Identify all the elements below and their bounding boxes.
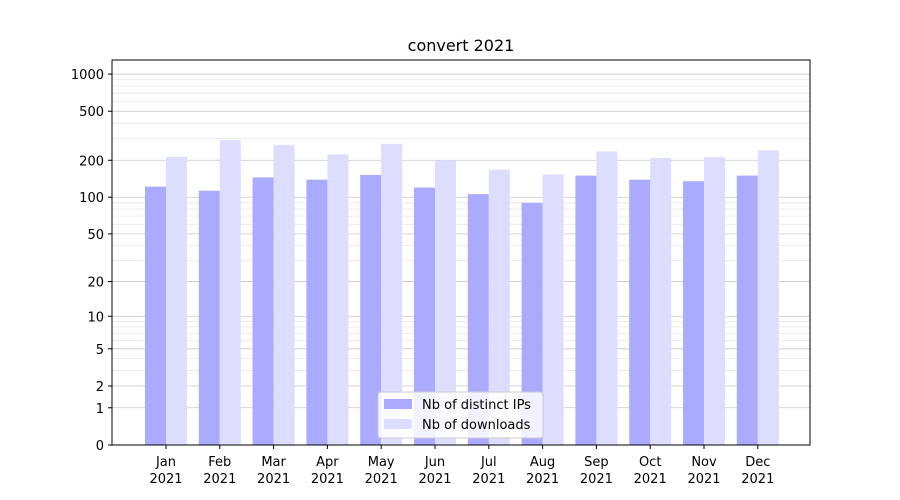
x-tick-label: Dec 2021 (741, 455, 774, 487)
bar-distinct-ips (629, 179, 651, 446)
x-tick-label: Jul 2021 (472, 455, 505, 487)
legend-box (377, 391, 544, 439)
legend-label: Nb of distinct IPs (422, 398, 531, 413)
x-tick-label: Mar 2021 (257, 455, 290, 487)
bar-downloads (757, 150, 779, 445)
bar-distinct-ips (252, 177, 274, 445)
bar-distinct-ips (736, 175, 758, 446)
x-tick-label: Apr 2021 (311, 455, 344, 487)
legend-swatch (384, 399, 412, 409)
bar-distinct-ips (467, 194, 489, 445)
x-tick-label: Jan 2021 (149, 455, 182, 487)
y-tick-label: 100 (79, 191, 104, 206)
bar-downloads (488, 169, 510, 445)
bar-distinct-ips (145, 186, 166, 445)
bar-distinct-ips (360, 174, 382, 445)
x-tick-label: Nov 2021 (687, 455, 720, 487)
y-tick-label: 2 (96, 380, 104, 395)
legend-label: Nb of downloads (422, 418, 531, 433)
y-tick-label: 0 (96, 439, 104, 454)
x-tick-label: Sep 2021 (580, 455, 613, 487)
x-tick-label: Jun 2021 (418, 455, 451, 487)
y-tick-label: 500 (79, 105, 104, 120)
bar-distinct-ips (683, 181, 704, 445)
y-axis: 0 1 2 5 10 20 50 100 200 500 1000 (71, 68, 112, 454)
x-tick-label: Feb 2021 (203, 455, 236, 487)
x-tick-label: May 2021 (365, 455, 398, 487)
y-tick-label: 200 (79, 154, 104, 169)
plot-frame (111, 59, 811, 446)
bars (145, 140, 779, 446)
y-tick-label: 50 (87, 228, 104, 243)
bar-downloads (381, 143, 403, 446)
y-tick-label: 5 (96, 343, 104, 358)
y-tick-label: 10 (87, 310, 104, 325)
bar-downloads (435, 160, 456, 445)
y-tick-label: 20 (87, 276, 104, 291)
bar-downloads (704, 157, 725, 446)
bar-downloads (327, 154, 349, 445)
bar-downloads (596, 151, 618, 446)
legend-swatch (384, 419, 412, 429)
legend[interactable]: Nb of distinct IPs Nb of downloads (377, 391, 544, 439)
y-tick-label: 1000 (71, 68, 104, 83)
bar-distinct-ips (521, 202, 543, 445)
chart-title: convert 2021 (408, 36, 515, 55)
bar-distinct-ips (198, 190, 220, 445)
bar-distinct-ips (414, 187, 435, 446)
x-axis: Jan 2021 Feb 2021 Mar 2021 Apr 2021 May 2021 Jun 20… (149, 445, 774, 487)
bar-distinct-ips (306, 179, 328, 446)
bar-downloads (273, 144, 295, 446)
bar-downloads (166, 156, 187, 446)
y-tick-label: 1 (96, 402, 104, 417)
bar-downloads (219, 140, 241, 445)
x-tick-label: Oct 2021 (634, 455, 667, 487)
bar-downloads (650, 157, 672, 445)
bar-downloads (542, 174, 564, 446)
x-tick-label: Aug 2021 (526, 455, 559, 487)
bar-distinct-ips (575, 175, 597, 446)
